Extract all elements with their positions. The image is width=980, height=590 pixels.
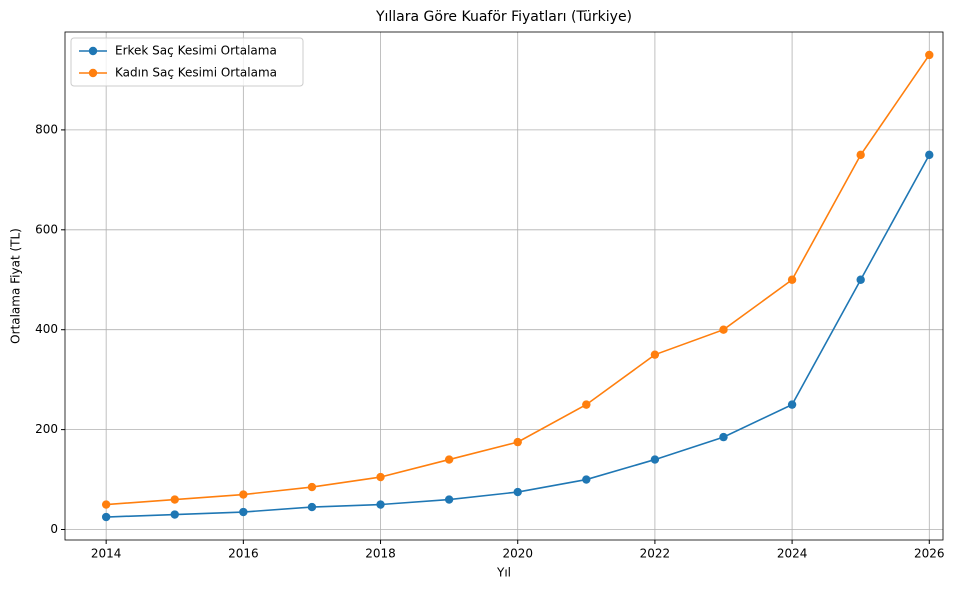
- legend-box: [70, 37, 304, 87]
- point: [307, 502, 317, 512]
- point: [925, 50, 934, 60]
- x-tick-label: 2022: [640, 547, 671, 561]
- x-tick-label: 2016: [228, 547, 259, 561]
- point: [170, 495, 179, 504]
- legend-label: Erkek Saç Kesimi Ortalama: [115, 44, 277, 58]
- point: [101, 500, 111, 509]
- point: [170, 510, 179, 519]
- y-axis-label: Ortalama Fiyat (TL): [9, 228, 23, 344]
- y-tick-label: 200: [35, 422, 58, 436]
- point: [513, 487, 522, 497]
- x-tick-label: 2014: [91, 547, 122, 561]
- point: [719, 432, 728, 442]
- y-tick-label: 400: [35, 322, 58, 336]
- x-tick-label: 2020: [502, 547, 533, 561]
- point: [650, 350, 660, 359]
- x-axis-label: Yıl: [496, 566, 511, 580]
- chart-title: Yıllara Göre Kuaför Fiyatları (Türkiye): [375, 9, 632, 25]
- point: [650, 455, 660, 464]
- x-tick-label: 2026: [914, 547, 945, 561]
- legend-marker: [88, 46, 98, 56]
- point: [239, 490, 248, 499]
- point: [239, 507, 248, 517]
- y-tick-label: 600: [35, 222, 58, 236]
- point: [444, 455, 454, 464]
- plot-frame: [64, 31, 944, 541]
- point: [307, 482, 317, 492]
- point: [925, 150, 934, 160]
- legend-label: Kadın Saç Kesimi Ortalama: [115, 66, 277, 80]
- point: [787, 400, 797, 409]
- point: [719, 325, 728, 334]
- x-tick-label: 2018: [365, 547, 396, 561]
- point: [101, 512, 111, 522]
- y-tick-label: 800: [35, 122, 58, 136]
- point: [856, 275, 865, 284]
- point: [513, 437, 522, 447]
- point: [582, 475, 591, 484]
- point: [376, 472, 385, 482]
- point: [787, 275, 797, 284]
- point: [582, 400, 591, 409]
- y-tick-label: 0: [50, 522, 58, 536]
- point: [444, 495, 454, 504]
- point: [856, 150, 865, 160]
- x-tick-label: 2024: [777, 547, 808, 561]
- legend-marker: [88, 68, 98, 78]
- point: [376, 500, 385, 509]
